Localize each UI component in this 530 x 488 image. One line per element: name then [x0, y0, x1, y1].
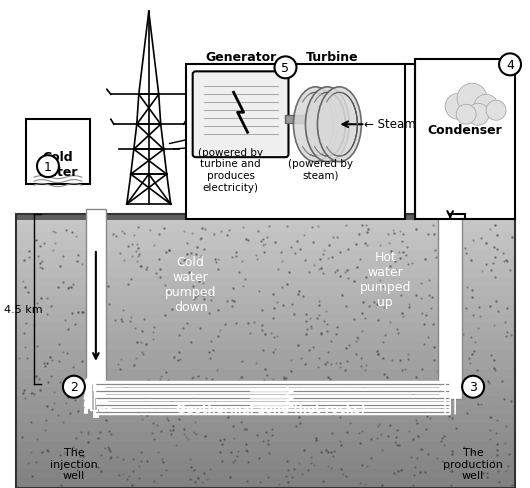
Text: Geothermal zone (hot rocks): Geothermal zone (hot rocks)	[175, 402, 365, 415]
Bar	[16, 424, 515, 433]
Bar	[26, 120, 90, 185]
Ellipse shape	[294, 88, 338, 163]
Bar	[16, 323, 515, 333]
Text: Cold
water: Cold water	[38, 151, 78, 179]
Circle shape	[63, 376, 85, 398]
Bar	[16, 215, 515, 221]
Bar	[16, 360, 515, 369]
Bar	[16, 260, 515, 269]
Bar	[415, 60, 515, 220]
Circle shape	[462, 376, 484, 398]
Text: 4: 4	[506, 59, 514, 72]
Bar	[16, 450, 515, 460]
Text: 1: 1	[44, 161, 52, 173]
Bar	[16, 432, 515, 442]
Bar	[16, 350, 515, 360]
Text: 4.5 km: 4.5 km	[4, 304, 42, 314]
Bar	[16, 387, 515, 397]
Circle shape	[474, 95, 498, 119]
Text: 5: 5	[281, 61, 289, 75]
Bar	[16, 442, 515, 451]
Bar	[16, 378, 515, 387]
Bar	[1, 0, 530, 215]
Bar	[16, 478, 515, 488]
Circle shape	[37, 156, 59, 178]
Text: (powered by
turbine and
produces
electricity): (powered by turbine and produces electri…	[198, 147, 263, 192]
Text: Turbine: Turbine	[306, 51, 359, 64]
Bar	[16, 342, 515, 351]
Text: (powered by
steam): (powered by steam)	[288, 159, 353, 181]
Circle shape	[445, 94, 471, 120]
Bar	[16, 242, 515, 251]
Bar	[16, 214, 515, 224]
Bar	[16, 215, 515, 488]
Bar	[438, 210, 462, 399]
Bar	[186, 65, 405, 220]
Circle shape	[499, 54, 521, 76]
Bar	[16, 396, 515, 406]
Bar	[16, 232, 515, 242]
Circle shape	[467, 104, 489, 126]
Text: 2: 2	[70, 381, 78, 393]
Bar	[86, 210, 106, 409]
Bar	[16, 269, 515, 278]
Text: The
injection
well: The injection well	[50, 447, 98, 480]
Bar	[16, 278, 515, 287]
Ellipse shape	[317, 88, 361, 163]
Text: Condenser: Condenser	[428, 123, 502, 137]
Bar	[16, 414, 515, 424]
Bar	[16, 469, 515, 478]
Bar	[16, 250, 515, 260]
Bar	[16, 223, 515, 233]
Bar	[16, 332, 515, 342]
Bar	[16, 460, 515, 469]
FancyBboxPatch shape	[193, 72, 288, 158]
Circle shape	[275, 57, 296, 79]
Circle shape	[486, 101, 506, 121]
Circle shape	[456, 105, 476, 125]
Bar	[16, 405, 515, 415]
Bar	[16, 369, 515, 378]
Bar	[16, 305, 515, 315]
Text: ← Steam: ← Steam	[365, 118, 416, 130]
Bar	[16, 296, 515, 305]
Bar	[16, 287, 515, 297]
Text: The
production
well: The production well	[443, 447, 503, 480]
Text: Cold
water
pumped
down: Cold water pumped down	[165, 255, 216, 313]
Circle shape	[457, 84, 487, 114]
Bar	[286, 116, 305, 124]
Text: 3: 3	[469, 381, 477, 393]
Ellipse shape	[305, 88, 349, 163]
Text: Hot
water
pumped
up: Hot water pumped up	[359, 250, 411, 308]
Text: Generator: Generator	[205, 51, 276, 64]
Bar	[16, 314, 515, 324]
